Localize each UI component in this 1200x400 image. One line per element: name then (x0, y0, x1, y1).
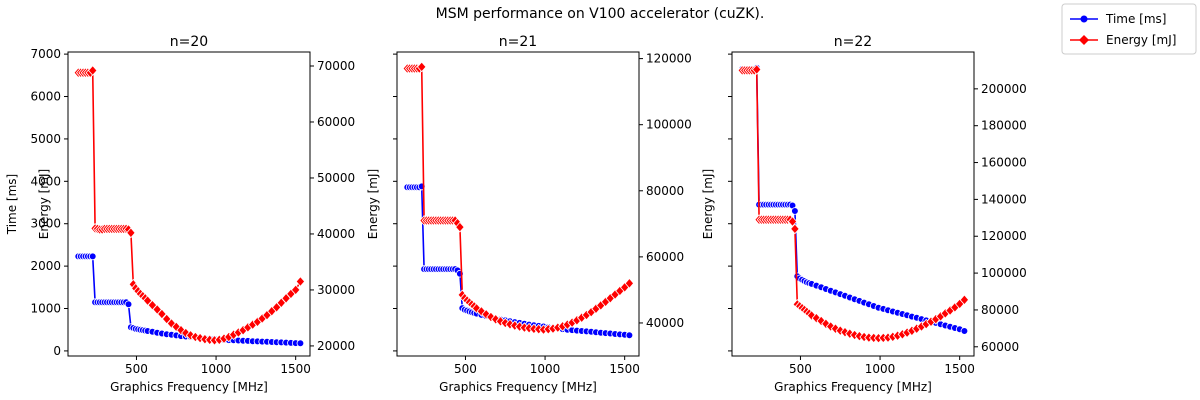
x-axis-label: Graphics Frequency [MHz] (774, 380, 932, 394)
panels: n=20 500 1000 1500 Graphics Frequency [MHz] 0… (5, 34, 1027, 394)
x-tick-label: 1500 (944, 362, 975, 376)
energy-point (185, 329, 196, 341)
legend-energy-marker (1079, 35, 1089, 45)
y-right-tick-label: 30000 (317, 283, 355, 297)
y-right-tick-label: 60000 (646, 250, 684, 264)
energy-point (624, 277, 635, 289)
y-left-tick-label: 1000 (30, 302, 61, 316)
y-right-tick-label: 180000 (981, 119, 1027, 133)
energy-point (161, 313, 172, 325)
time-series (738, 63, 969, 335)
time-point (88, 252, 97, 261)
y-left-tick-label: 3000 (30, 217, 61, 231)
y-right-tick-label: 80000 (646, 184, 684, 198)
energy-point (471, 302, 482, 314)
energy-point (821, 318, 831, 330)
energy-point (126, 227, 136, 239)
x-tick-label: 1000 (530, 362, 561, 376)
x-tick-label: 1000 (201, 362, 232, 376)
panel-title: n=20 (170, 34, 208, 50)
series-line (407, 65, 630, 331)
y-right-axis-label: Energy [mJ] (37, 169, 51, 239)
y-right-tick-label: 160000 (981, 156, 1027, 170)
y-right-tick-label: 60000 (317, 115, 355, 129)
energy-point (290, 284, 301, 296)
y-right-tick-label: 200000 (981, 82, 1027, 96)
y-right-tick-label: 40000 (317, 227, 355, 241)
time-series (403, 182, 634, 340)
x-tick-label: 1000 (865, 362, 896, 376)
energy-point (416, 61, 427, 73)
y-right-tick-label: 20000 (317, 339, 355, 353)
y-right-tick-label: 100000 (646, 118, 692, 132)
time-point (124, 300, 133, 309)
energy-series (73, 65, 306, 346)
plot-frame (396, 51, 640, 357)
energy-series (737, 64, 970, 344)
y-right-tick-label: 70000 (317, 59, 355, 73)
y-right-tick-label: 40000 (646, 316, 684, 330)
y-right-tick-label: 50000 (317, 171, 355, 185)
energy-series (402, 61, 635, 336)
energy-point (87, 65, 98, 76)
y-right-tick-label: 120000 (646, 52, 692, 66)
legend: Time [ms] Energy [mJ] (1061, 3, 1197, 55)
figure-suptitle: MSM performance on V100 accelerator (cuZ… (436, 6, 765, 22)
legend-energy-label: Energy [mJ] (1106, 33, 1176, 47)
x-tick-label: 1500 (280, 362, 311, 376)
time-point (625, 331, 634, 340)
y-left-tick-label: 4000 (30, 174, 61, 188)
y-left-tick-label: 5000 (30, 132, 61, 146)
x-tick-label: 500 (125, 362, 148, 376)
energy-point (790, 223, 800, 235)
x-tick-label: 1500 (609, 362, 640, 376)
panel-n-21: n=21 500 1000 1500 Graphics Frequency [MHz] 4… (366, 34, 692, 394)
y-right-axis-label: Energy [mJ] (366, 169, 380, 239)
energy-point (806, 310, 817, 321)
plot-frame (731, 51, 975, 357)
y-left-axis-label: Time [ms] (5, 174, 19, 236)
y-left-tick-label: 0 (53, 344, 61, 358)
x-axis-label: Graphics Frequency [MHz] (110, 380, 268, 394)
y-right-tick-label: 60000 (981, 340, 1019, 354)
legend-time-marker (1080, 15, 1088, 23)
energy-point (959, 294, 970, 306)
energy-point (295, 276, 306, 287)
energy-point (166, 318, 177, 329)
panel-n-20: n=20 500 1000 1500 Graphics Frequency [MHz] 0… (5, 34, 355, 394)
energy-point (455, 221, 465, 233)
x-axis-label: Graphics Frequency [MHz] (439, 380, 597, 394)
x-tick-label: 500 (454, 362, 477, 376)
energy-point (152, 304, 162, 315)
y-left-tick-label: 2000 (30, 259, 61, 273)
x-tick-label: 500 (789, 362, 812, 376)
time-point (960, 327, 969, 335)
y-right-tick-label: 100000 (981, 266, 1027, 280)
panel-title: n=22 (834, 34, 872, 50)
energy-point (495, 315, 506, 327)
energy-point (751, 64, 762, 75)
legend-frame (1061, 3, 1197, 55)
y-right-tick-label: 140000 (981, 192, 1027, 206)
panel-n-22: n=22 500 1000 1500 Graphics Frequency [MHz] 6… (701, 34, 1027, 394)
time-point (296, 339, 305, 348)
y-right-tick-label: 80000 (981, 303, 1019, 317)
legend-time-label: Time [ms] (1105, 12, 1167, 26)
plot-frame (67, 51, 311, 357)
y-right-axis-label: Energy [mJ] (701, 169, 715, 239)
series-line (742, 66, 965, 332)
energy-point (176, 324, 186, 336)
y-right-tick-label: 120000 (981, 229, 1027, 243)
panel-title: n=21 (499, 34, 537, 50)
y-left-tick-label: 7000 (30, 47, 61, 61)
y-left-tick-label: 6000 (30, 90, 61, 104)
energy-point (157, 308, 167, 320)
time-point (791, 207, 799, 215)
